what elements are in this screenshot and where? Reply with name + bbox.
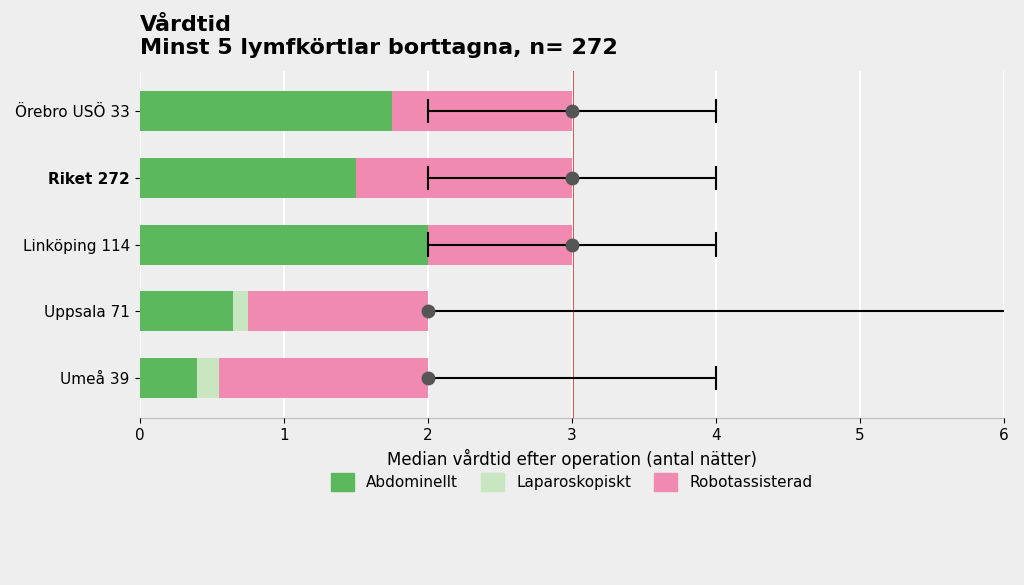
Bar (248, 291, 428, 331)
X-axis label: Median vårdtid efter operation (antal nätter): Median vårdtid efter operation (antal nä… (387, 449, 757, 469)
Text: Vårdtid
Minst 5 lymfkörtlar borttagna, n= 272: Vårdtid Minst 5 lymfkörtlar borttagna, n… (139, 15, 617, 58)
Bar (219, 358, 428, 398)
Bar (139, 291, 233, 331)
Bar (139, 91, 392, 131)
Legend: Abdominellt, Laparoskopiskt, Robotassisterad: Abdominellt, Laparoskopiskt, Robotassist… (325, 467, 818, 497)
Bar (139, 225, 428, 264)
Bar (428, 225, 571, 264)
Bar (198, 358, 219, 398)
Bar (139, 358, 198, 398)
Bar (355, 158, 571, 198)
Bar (139, 158, 355, 198)
Bar (233, 291, 248, 331)
Bar (392, 91, 571, 131)
